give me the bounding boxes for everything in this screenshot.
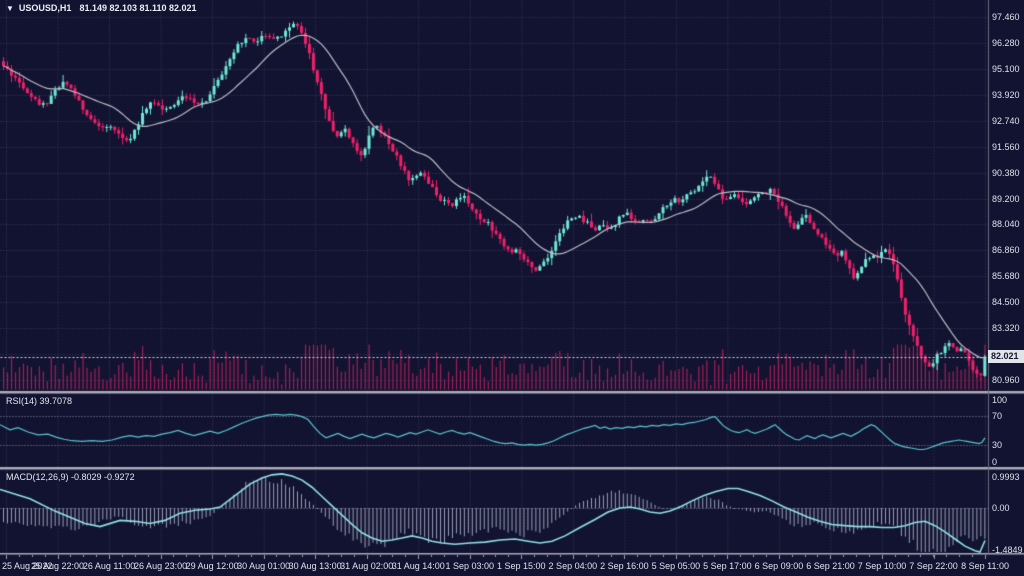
time-axis-label: 1 Sep 03:00	[445, 561, 495, 571]
time-axis-label: 26 Aug 11:00	[82, 561, 136, 571]
price-axis-label: 93.920	[992, 89, 1020, 100]
time-axis-label: 1 Sep 15:00	[497, 561, 546, 571]
price-axis-label: 97.460	[992, 12, 1020, 22]
price-axis-label: 91.560	[992, 141, 1020, 152]
price-axis-label: 90.380	[992, 167, 1020, 178]
time-axis-label: 5 Sep 05:00	[651, 561, 701, 571]
rsi-axis-label: 70	[992, 410, 1003, 421]
macd-axis-label: -1.4849	[992, 545, 1023, 555]
price-axis-label: 96.280	[992, 37, 1020, 48]
rsi-indicator-label: RSI(14) 39.7078	[6, 396, 73, 406]
time-axis-label: 26 Aug 23:00	[134, 561, 188, 571]
time-axis-label: 31 Aug 14:00	[391, 561, 445, 571]
price-axis-label: 89.200	[992, 193, 1020, 204]
time-axis-label: 7 Sep 10:00	[857, 561, 907, 571]
time-axis-label: 29 Aug 12:00	[185, 561, 239, 571]
price-axis-label: 80.960	[992, 375, 1020, 385]
price-axis-label: 88.040	[992, 219, 1020, 230]
macd-axis-label: 0.9993	[992, 472, 1020, 483]
price-axis-label: 84.500	[992, 297, 1020, 308]
time-axis-label: 8 Sep 11:00	[961, 561, 1009, 571]
chart-title-bar: ▼ USOUSD,H1 81.149 82.103 81.110 82.021	[6, 3, 197, 13]
price-axis-label: 86.860	[992, 245, 1020, 256]
time-axis-label: 6 Sep 21:00	[806, 561, 855, 571]
price-axis-label: 83.320	[992, 323, 1020, 334]
chart-expander-icon[interactable]: ▼	[6, 4, 14, 13]
time-axis-label: 30 Aug 13:00	[288, 561, 342, 571]
time-axis-label: 2 Sep 04:00	[548, 561, 598, 571]
time-axis-label: 25 Aug 22:00	[30, 561, 85, 571]
last-price-tag: 82.021	[988, 350, 1024, 363]
time-axis-label: 31 Aug 02:00	[340, 561, 394, 571]
rsi-axis-label: 100	[992, 395, 1008, 405]
macd-axis-label: 0.00	[992, 503, 1010, 513]
rsi-axis-label: 0	[992, 457, 998, 467]
time-axis-label: 30 Aug 01:00	[237, 561, 291, 571]
macd-indicator-label: MACD(12,26,9) -0.8029 -0.9272	[6, 472, 135, 482]
time-axis-label: 6 Sep 09:00	[754, 561, 804, 571]
price-axis-label: 85.680	[992, 271, 1020, 282]
price-axis-label: 92.740	[992, 115, 1020, 126]
time-axis-label: 7 Sep 22:00	[909, 561, 958, 571]
time-axis-label: 5 Sep 17:00	[703, 561, 752, 571]
time-axis-label: 25 Aug 2022	[2, 561, 53, 571]
rsi-axis-label: 30	[992, 440, 1003, 451]
price-axis-label: 95.100	[992, 63, 1020, 74]
time-axis-label: 2 Sep 16:00	[600, 561, 649, 571]
symbol-timeframe-label: USOUSD,H1	[18, 3, 72, 13]
ohlc-readout: 81.149 82.103 81.110 82.021	[79, 3, 197, 13]
